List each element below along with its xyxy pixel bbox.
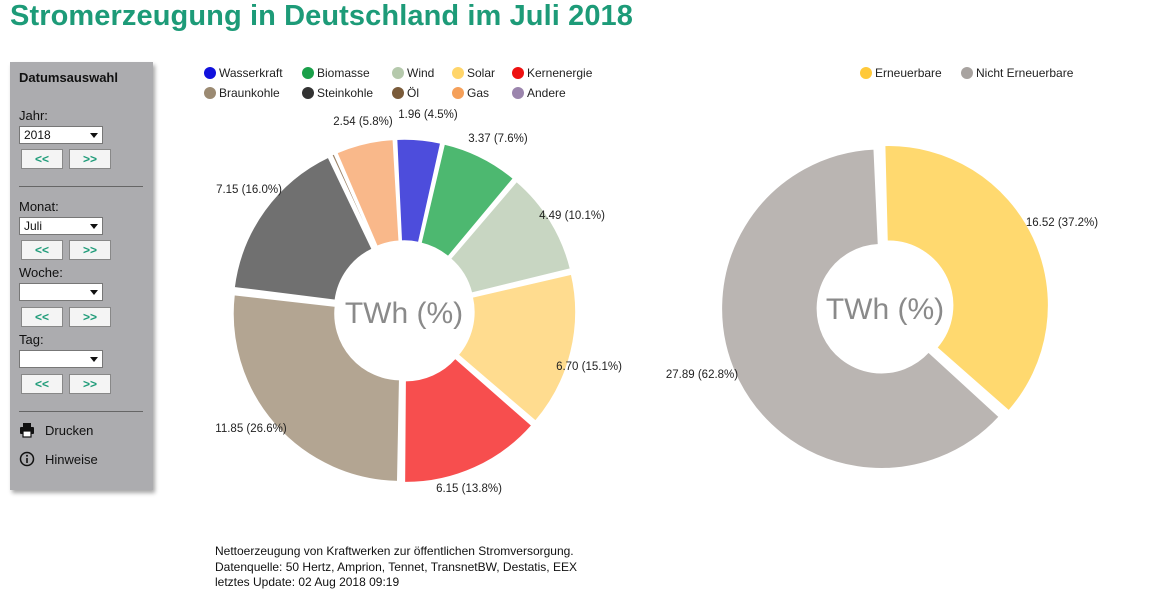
data-label-wind: 4.49 (10.1%) [539, 210, 605, 222]
week-next-button[interactable]: >> [69, 307, 111, 327]
print-label: Drucken [45, 422, 94, 438]
legend-marker-steinkohle[interactable] [302, 87, 314, 99]
slice-gas[interactable] [336, 138, 400, 248]
legend-label-erneuerbare[interactable]: Erneuerbare [875, 66, 942, 80]
year-label: Jahr: [19, 108, 48, 123]
printer-icon [20, 423, 34, 438]
chevron-down-icon [90, 224, 98, 229]
year-select-value: 2018 [24, 128, 51, 142]
page-title: Stromerzeugung in Deutschland im Juli 20… [10, 0, 633, 32]
month-label: Monat: [19, 199, 59, 214]
data-label-kernenergie: 6.15 (13.8%) [436, 483, 502, 495]
legend-marker-nicht-erneuerbare[interactable] [961, 67, 973, 79]
slice-wasserkraft[interactable] [395, 138, 442, 244]
divider [19, 186, 143, 187]
slice-erneuerbare[interactable] [883, 144, 1050, 412]
date-selection-heading: Datumsauswahl [19, 70, 118, 85]
legend-label-wind[interactable]: Wind [407, 66, 434, 80]
legend-marker-solar[interactable] [452, 67, 464, 79]
notes-link[interactable]: Hinweise [19, 451, 98, 467]
month-prev-button[interactable]: << [21, 240, 63, 260]
footer-line-3: letztes Update: 02 Aug 2018 09:19 [215, 575, 400, 589]
legend-label-gas[interactable]: Gas [467, 86, 489, 100]
year-select[interactable]: 2018 [19, 126, 103, 144]
date-selection-panel: Datumsauswahl Jahr: 2018 << >> Monat: Ju… [10, 62, 153, 490]
legend-label-steinkohle[interactable]: Steinkohle [317, 86, 373, 100]
slice-braunkohle[interactable] [232, 293, 401, 483]
chevron-down-icon [90, 290, 98, 295]
info-icon [19, 451, 35, 467]
slice-nicht-erneuerbare[interactable] [720, 148, 1001, 470]
slice-kernenergie[interactable] [403, 357, 533, 484]
data-label-erneuerbare: 16.52 (37.2%) [1026, 217, 1098, 229]
legend-marker-wind[interactable] [392, 67, 404, 79]
slice-steinkohle[interactable] [233, 156, 374, 302]
slice-wind[interactable] [449, 180, 572, 294]
footer-notes: Nettoerzeugung von Kraftwerken zur öffen… [215, 544, 577, 591]
center-label: TWh (%) [345, 297, 463, 330]
donut-chart-2: 16.52 (37.2%) 27.89 (62.8%) TWh (%) [666, 144, 1098, 470]
legend-marker-oel[interactable] [392, 87, 404, 99]
legend-label-wasserkraft[interactable]: Wasserkraft [219, 66, 283, 80]
footer-line-2: Datenquelle: 50 Hertz, Amprion, Tennet, … [215, 559, 577, 574]
slice-oel[interactable] [330, 153, 377, 249]
day-select[interactable] [19, 350, 103, 368]
legend-2: Erneuerbare Nicht Erneuerbare [860, 66, 1074, 80]
legend-label-braunkohle[interactable]: Braunkohle [219, 86, 280, 100]
week-prev-button[interactable]: << [21, 307, 63, 327]
month-select[interactable]: Juli [19, 217, 103, 235]
notes-label: Hinweise [45, 451, 98, 467]
slice-biomasse[interactable] [420, 143, 515, 258]
year-next-button[interactable]: >> [69, 149, 111, 169]
legend-marker-wasserkraft[interactable] [204, 67, 216, 79]
legend-marker-braunkohle[interactable] [204, 87, 216, 99]
legend-label-biomasse[interactable]: Biomasse [317, 66, 370, 80]
month-select-value: Juli [24, 219, 43, 233]
legend-label-andere[interactable]: Andere [527, 86, 566, 100]
legend-marker-gas[interactable] [452, 87, 464, 99]
data-label-braunkohle: 11.85 (26.6%) [215, 423, 287, 435]
data-label-wasserkraft: 1.96 (4.5%) [398, 109, 458, 121]
footer-line-1: Nettoerzeugung von Kraftwerken zur öffen… [215, 544, 574, 558]
day-label: Tag: [19, 332, 44, 347]
data-label-nicht-erneuerbare: 27.89 (62.8%) [666, 369, 738, 381]
data-label-steinkohle: 7.15 (16.0%) [216, 184, 282, 196]
week-select[interactable] [19, 283, 103, 301]
year-prev-button[interactable]: << [21, 149, 63, 169]
legend-marker-biomasse[interactable] [302, 67, 314, 79]
data-label-gas: 2.54 (5.8%) [333, 116, 393, 128]
month-next-button[interactable]: >> [69, 240, 111, 260]
legend-label-solar[interactable]: Solar [467, 66, 495, 80]
week-label: Woche: [19, 265, 63, 280]
day-next-button[interactable]: >> [69, 374, 111, 394]
donut-chart-1: 1.96 (4.5%) 3.37 (7.6%) 4.49 (10.1%) 6.70 (… [215, 109, 622, 495]
data-label-solar: 6.70 (15.1%) [556, 361, 622, 373]
slice-solar[interactable] [457, 273, 577, 422]
legend-1: Wasserkraft Biomasse Wind Solar Kernenergie B… [204, 66, 593, 100]
divider [19, 411, 143, 412]
center-label: TWh (%) [826, 293, 944, 326]
chevron-down-icon [90, 357, 98, 362]
legend-marker-kernenergie[interactable] [512, 67, 524, 79]
legend-label-nicht-erneuerbare[interactable]: Nicht Erneuerbare [976, 66, 1074, 80]
legend-marker-andere[interactable] [512, 87, 524, 99]
day-prev-button[interactable]: << [21, 374, 63, 394]
legend-label-kernenergie[interactable]: Kernenergie [527, 66, 593, 80]
legend-label-oel[interactable]: Öl [407, 86, 419, 100]
chevron-down-icon [90, 133, 98, 138]
data-label-biomasse: 3.37 (7.6%) [468, 133, 528, 145]
legend-marker-erneuerbare[interactable] [860, 67, 872, 79]
print-link[interactable]: Drucken [19, 422, 93, 438]
